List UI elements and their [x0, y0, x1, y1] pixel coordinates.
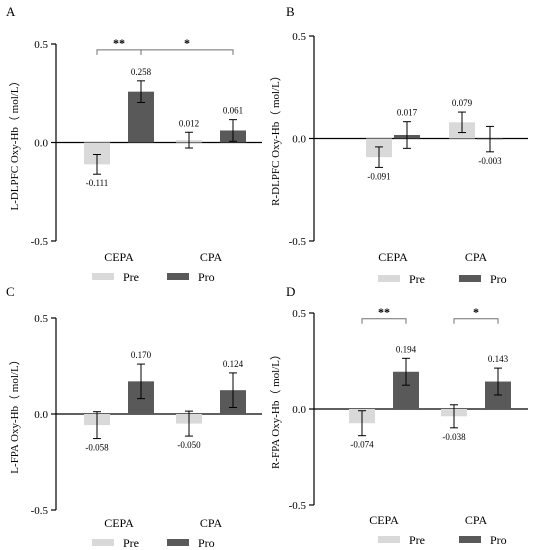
- panel-d-y-tick-label: -0.5: [289, 500, 307, 512]
- panel-a-significance-label: **: [113, 36, 125, 50]
- panel-a-data-label: 0.012: [179, 118, 199, 128]
- panel-a-letter: A: [6, 4, 16, 19]
- panel-a-y-tick-label: 0.0: [34, 138, 48, 150]
- panel-b-y-tick-label: 0.0: [292, 134, 306, 146]
- panel-d-category-label: CPA: [465, 513, 488, 527]
- panel-b-data-label: 0.079: [452, 98, 473, 108]
- panel-b-data-label: 0.017: [397, 108, 418, 118]
- panel-a-significance-bracket: [96, 49, 142, 55]
- panel-a-category-label: CEPA: [104, 250, 134, 264]
- panel-b-y-tick-label: -0.5: [289, 236, 307, 248]
- panel-c-data-label: 0.170: [131, 350, 152, 360]
- panel-c-data-label: 0.124: [223, 359, 244, 369]
- panel-a-significance-bracket: [140, 49, 234, 55]
- panel-a-y-axis-label: L-DLPFC Oxy-Hb（ mol/L）: [8, 75, 21, 210]
- panel-b-legend-label: Pre: [409, 272, 425, 286]
- panel-a-legend-swatch-pre: [92, 273, 114, 280]
- panel-d-legend-swatch-pre: [378, 536, 400, 543]
- panel-c-legend-swatch-pre: [92, 539, 114, 546]
- panel-b-letter: B: [286, 4, 295, 19]
- panel-d-y-tick-label: 0.0: [292, 404, 306, 416]
- panel-c-y-axis-label: L-FPA Oxy-Hb（ mol/L）: [8, 354, 21, 473]
- panel-d-data-label: -0.038: [442, 432, 466, 442]
- panel-a-data-label: -0.111: [86, 178, 109, 188]
- panel-b-y-tick-label: 0.5: [292, 31, 306, 43]
- panel-b-data-label: -0.091: [367, 171, 390, 181]
- panel-c-legend-label: Pro: [198, 536, 215, 550]
- panel-d-category-label: CEPA: [369, 513, 399, 527]
- panel-b-y-axis-label: R-DLPFC Oxy-Hb（ mol/L）: [269, 70, 282, 206]
- panel-b-data-label: -0.003: [478, 156, 502, 166]
- panel-d-data-label: 0.194: [396, 344, 417, 354]
- panel-d-data-label: 0.143: [488, 354, 509, 364]
- panel-a-legend-label: Pro: [198, 270, 215, 284]
- panel-a-legend-swatch-pro: [167, 273, 189, 280]
- panel-c-data-label: -0.050: [177, 440, 201, 450]
- panel-c-data-label: -0.058: [85, 443, 109, 453]
- panel-b-legend-label: Pro: [490, 272, 507, 286]
- panel-a-category-label: CPA: [200, 250, 223, 264]
- panel-b-legend-swatch-pro: [459, 275, 481, 282]
- panel-d-legend-swatch-pro: [459, 536, 481, 543]
- panel-d-significance-bracket: [361, 318, 407, 324]
- panel-c-letter: C: [6, 284, 15, 299]
- panel-c-legend-label: Pre: [123, 536, 139, 550]
- panel-c-y-tick-label: 0.0: [34, 409, 48, 421]
- panel-d-legend-label: Pre: [409, 533, 425, 547]
- panel-a-data-label: 0.258: [131, 67, 152, 77]
- panel-b-legend-swatch-pre: [378, 275, 400, 282]
- panel-c-category-label: CEPA: [104, 516, 134, 530]
- panel-a-y-tick-label: -0.5: [31, 236, 49, 248]
- panel-c-y-tick-label: -0.5: [31, 505, 49, 517]
- panel-c-legend-swatch-pro: [167, 539, 189, 546]
- panel-c-category-label: CPA: [200, 516, 223, 530]
- panel-a-bar-pre-cepa: [84, 142, 110, 165]
- panel-a-data-label: 0.061: [223, 106, 243, 116]
- panel-d-data-label: -0.074: [350, 440, 374, 450]
- panel-d-letter: D: [286, 284, 295, 299]
- panel-d-y-tick-label: 0.5: [292, 308, 306, 320]
- panel-a-legend-label: Pre: [123, 270, 139, 284]
- panel-d-legend-label: Pro: [490, 533, 507, 547]
- panel-b-category-label: CPA: [465, 250, 488, 264]
- panel-c-y-tick-label: 0.5: [34, 313, 48, 325]
- panel-b-category-label: CEPA: [378, 250, 408, 264]
- panel-d-significance-label: *: [473, 305, 479, 319]
- panel-d-y-axis-label: R-FPA Oxy-Hb（ mol/L）: [269, 349, 282, 469]
- panel-a-significance-label: *: [184, 36, 190, 50]
- panel-a-y-tick-label: 0.5: [34, 39, 48, 51]
- panel-d-significance-bracket: [453, 318, 499, 324]
- panel-d-significance-label: **: [378, 305, 390, 319]
